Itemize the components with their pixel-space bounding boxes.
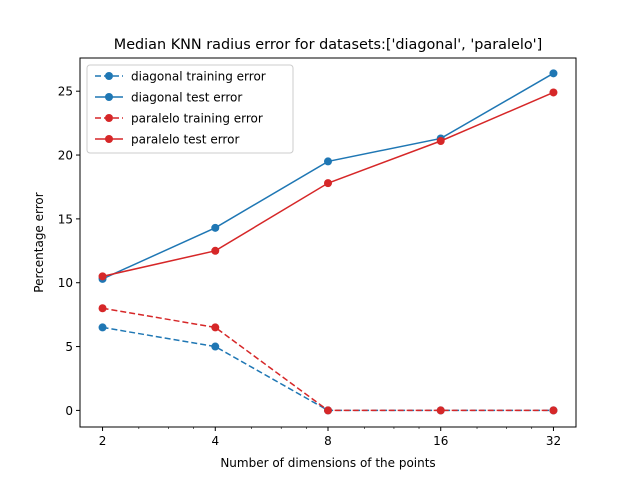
y-tick-label: 20	[58, 149, 73, 163]
x-tick-label: 2	[99, 434, 107, 448]
legend-box	[86, 64, 294, 154]
legend-label: paralelo test error	[131, 133, 239, 147]
x-tick-label: 32	[546, 434, 561, 448]
x-tick-label: 4	[211, 434, 219, 448]
legend-label: diagonal training error	[131, 70, 266, 84]
data-point	[98, 272, 107, 281]
data-point	[211, 323, 220, 332]
data-point	[211, 342, 220, 351]
legend-swatch-marker	[105, 135, 113, 143]
legend-swatch-marker	[105, 72, 113, 80]
legend-swatch-marker	[105, 93, 113, 101]
y-tick-label: 25	[58, 85, 73, 99]
data-point	[211, 246, 220, 255]
legend-label: diagonal test error	[131, 91, 242, 105]
y-axis-label: Percentage error	[32, 192, 46, 292]
y-tick-label: 10	[58, 276, 73, 290]
data-point	[436, 136, 445, 145]
plot-area: 2 4 8 16 32 0 5 10 15 20 25	[58, 69, 561, 448]
data-point	[98, 304, 107, 313]
data-point	[211, 223, 220, 232]
data-point	[324, 157, 332, 166]
chart-title: Median KNN radius error for datasets:['d…	[114, 37, 542, 53]
legend-swatch-marker	[105, 114, 113, 122]
data-point	[549, 69, 558, 78]
data-point	[549, 406, 558, 415]
data-point	[436, 406, 445, 415]
data-point	[324, 179, 332, 188]
x-tick-label: 16	[433, 434, 448, 448]
y-tick-label: 5	[65, 340, 73, 354]
x-axis-label: Number of dimensions of the points	[220, 456, 435, 470]
axes-frame	[79, 57, 577, 428]
legend-label: paralelo training error	[131, 112, 263, 126]
data-point	[324, 406, 332, 415]
legend: diagonal training error diagonal test err…	[86, 64, 294, 154]
y-tick-label: 15	[58, 212, 73, 226]
x-tick-label: 8	[324, 434, 332, 448]
y-tick-label: 0	[65, 404, 73, 418]
data-point	[98, 323, 107, 332]
data-point	[549, 88, 558, 97]
